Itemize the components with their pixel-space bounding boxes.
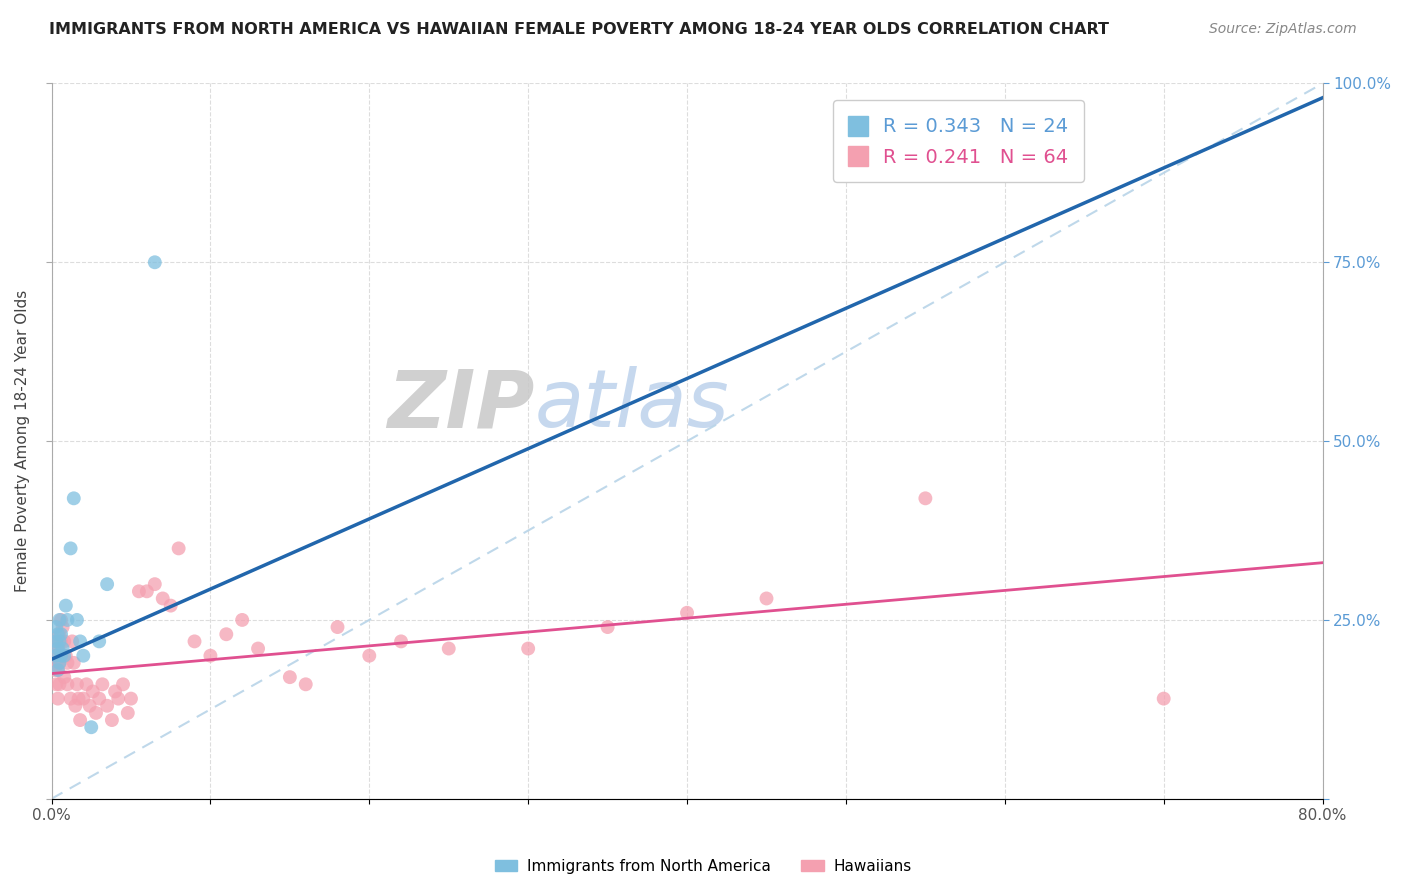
Point bbox=[676, 606, 699, 620]
Point bbox=[437, 641, 460, 656]
Point bbox=[79, 698, 101, 713]
Point bbox=[46, 663, 69, 677]
Point bbox=[914, 491, 936, 506]
Point bbox=[52, 648, 75, 663]
Point bbox=[45, 648, 67, 663]
Point bbox=[159, 599, 181, 613]
Text: atlas: atlas bbox=[534, 367, 730, 444]
Point bbox=[44, 663, 66, 677]
Point bbox=[82, 684, 104, 698]
Point bbox=[49, 634, 72, 648]
Point bbox=[135, 584, 157, 599]
Point bbox=[49, 613, 72, 627]
Point bbox=[48, 613, 70, 627]
Point bbox=[49, 627, 72, 641]
Point bbox=[59, 691, 82, 706]
Point bbox=[62, 656, 84, 670]
Point bbox=[55, 599, 77, 613]
Point bbox=[55, 648, 77, 663]
Point bbox=[56, 613, 79, 627]
Point bbox=[48, 656, 70, 670]
Point bbox=[46, 641, 69, 656]
Point bbox=[96, 698, 118, 713]
Point bbox=[120, 691, 142, 706]
Point bbox=[48, 627, 70, 641]
Point bbox=[66, 677, 89, 691]
Point bbox=[183, 634, 205, 648]
Point bbox=[53, 670, 76, 684]
Point bbox=[53, 634, 76, 648]
Point bbox=[62, 491, 84, 506]
Point bbox=[46, 663, 69, 677]
Point bbox=[1153, 691, 1175, 706]
Point bbox=[143, 255, 166, 269]
Text: IMMIGRANTS FROM NORTH AMERICA VS HAWAIIAN FEMALE POVERTY AMONG 18-24 YEAR OLDS C: IMMIGRANTS FROM NORTH AMERICA VS HAWAIIA… bbox=[49, 22, 1109, 37]
Point bbox=[247, 641, 270, 656]
Point bbox=[65, 698, 87, 713]
Point bbox=[117, 706, 139, 720]
Point bbox=[107, 691, 129, 706]
Text: ZIP: ZIP bbox=[387, 367, 534, 444]
Point bbox=[69, 634, 91, 648]
Point bbox=[84, 706, 107, 720]
Point bbox=[231, 613, 253, 627]
Point bbox=[326, 620, 349, 634]
Point bbox=[152, 591, 174, 606]
Point bbox=[46, 691, 69, 706]
Point bbox=[278, 670, 301, 684]
Point bbox=[101, 713, 124, 727]
Legend: Immigrants from North America, Hawaiians: Immigrants from North America, Hawaiians bbox=[488, 853, 918, 880]
Point bbox=[200, 648, 222, 663]
Point bbox=[56, 677, 79, 691]
Point bbox=[215, 627, 238, 641]
Point bbox=[128, 584, 150, 599]
Point bbox=[46, 641, 69, 656]
Point bbox=[167, 541, 190, 556]
Point bbox=[48, 656, 70, 670]
Point bbox=[67, 691, 90, 706]
Point bbox=[517, 641, 540, 656]
Point bbox=[53, 648, 76, 663]
Y-axis label: Female Poverty Among 18-24 Year Olds: Female Poverty Among 18-24 Year Olds bbox=[15, 290, 30, 592]
Point bbox=[60, 634, 83, 648]
Point bbox=[111, 677, 134, 691]
Point bbox=[89, 634, 111, 648]
Point bbox=[45, 677, 67, 691]
Point bbox=[104, 684, 127, 698]
Point bbox=[52, 620, 75, 634]
Legend: R = 0.343   N = 24, R = 0.241   N = 64: R = 0.343 N = 24, R = 0.241 N = 64 bbox=[832, 100, 1084, 182]
Point bbox=[76, 677, 98, 691]
Point bbox=[91, 677, 114, 691]
Point bbox=[755, 591, 778, 606]
Point bbox=[45, 620, 67, 634]
Point bbox=[72, 691, 94, 706]
Point bbox=[66, 613, 89, 627]
Point bbox=[143, 577, 166, 591]
Point bbox=[389, 634, 412, 648]
Point bbox=[59, 541, 82, 556]
Point bbox=[96, 577, 118, 591]
Point bbox=[294, 677, 316, 691]
Point bbox=[49, 648, 72, 663]
Point bbox=[596, 620, 619, 634]
Point bbox=[46, 627, 69, 641]
Point bbox=[48, 634, 70, 648]
Point bbox=[359, 648, 381, 663]
Point bbox=[72, 648, 94, 663]
Point bbox=[89, 691, 111, 706]
Point bbox=[44, 648, 66, 663]
Point bbox=[80, 720, 103, 734]
Text: Source: ZipAtlas.com: Source: ZipAtlas.com bbox=[1209, 22, 1357, 37]
Point bbox=[45, 656, 67, 670]
Point bbox=[48, 677, 70, 691]
Point bbox=[45, 634, 67, 648]
Point bbox=[56, 656, 79, 670]
Point bbox=[52, 641, 75, 656]
Point bbox=[45, 634, 67, 648]
Point bbox=[69, 713, 91, 727]
